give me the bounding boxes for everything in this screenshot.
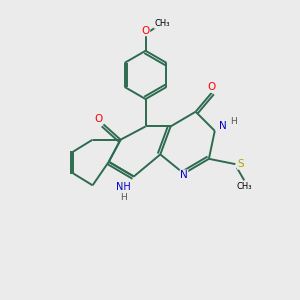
Text: O: O (142, 26, 150, 36)
Text: N: N (180, 170, 188, 180)
Text: H: H (230, 117, 237, 126)
Text: O: O (94, 114, 102, 124)
Text: CH₃: CH₃ (154, 19, 170, 28)
Text: S: S (237, 159, 244, 169)
Text: H: H (120, 193, 127, 202)
Text: CH₃: CH₃ (236, 182, 252, 191)
Text: NH: NH (116, 182, 131, 192)
Text: O: O (208, 82, 216, 92)
Text: N: N (219, 121, 227, 130)
